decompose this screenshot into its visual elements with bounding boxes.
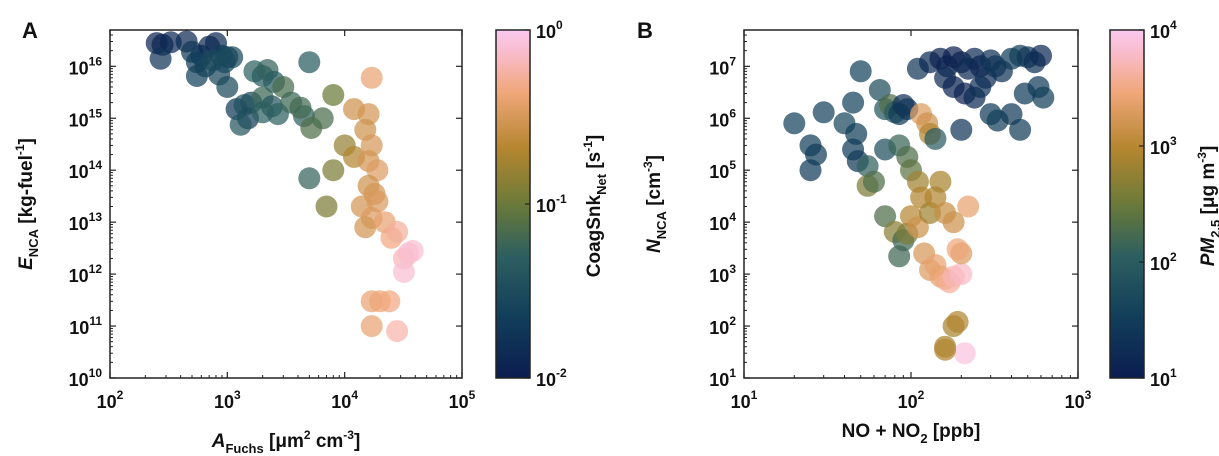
y-tick-label: 103 xyxy=(709,262,736,286)
panel-b-colorbar xyxy=(1109,29,1145,379)
scatter-point xyxy=(354,216,377,239)
colorbar-tick-label: 102 xyxy=(1150,250,1177,274)
panel-a-colorbar xyxy=(495,29,531,379)
y-tick-label: 106 xyxy=(709,106,736,130)
scatter-point xyxy=(946,238,969,261)
scatter-point xyxy=(149,47,172,70)
x-tick-label: 104 xyxy=(331,388,358,412)
scatter-point xyxy=(934,338,957,361)
scatter-point xyxy=(874,205,897,228)
x-tick-label: 105 xyxy=(449,388,476,412)
scatter-point xyxy=(360,315,383,338)
panel-a: A 102 103 104 105 1010101110121013101410151… xyxy=(13,18,609,456)
scatter-point xyxy=(842,91,865,114)
y-tick-label: 1013 xyxy=(69,210,103,234)
scatter-point xyxy=(888,245,911,268)
scatter-point xyxy=(386,220,409,243)
panel-a-x-axis-label: AFuchs [μm2 cm-3] xyxy=(211,428,361,456)
panel-a-points xyxy=(145,30,424,343)
colorbar-tick-label: 10-1 xyxy=(536,192,567,216)
panel-a-y-ticks: 1010 1011 1012 1013 1014 1015 1016 xyxy=(69,34,462,390)
scatter-point xyxy=(233,94,256,116)
scatter-point xyxy=(783,112,806,135)
scatter-point xyxy=(315,195,338,218)
x-tick-label: 102 xyxy=(898,388,925,412)
scatter-point xyxy=(289,96,312,119)
x-tick-label: 102 xyxy=(97,388,124,412)
y-tick-label: 1011 xyxy=(69,314,102,338)
x-tick-label: 103 xyxy=(214,388,241,412)
panel-b-y-axis-label: NNCA [cm-3] xyxy=(641,155,669,253)
panel-b-colorbar-ticks: 101 102 103 104 xyxy=(1139,18,1177,390)
panel-a-colorbar-label: CoagSnkNet [s-1] xyxy=(581,135,609,278)
scatter-point xyxy=(298,51,321,74)
panel-a-x-ticks: 102 103 104 105 xyxy=(97,30,476,412)
panel-b-points xyxy=(783,44,1055,365)
scatter-point xyxy=(953,342,976,365)
panel-a-colorbar-ticks: 10-2 10-1 100 xyxy=(525,18,567,390)
colorbar-tick-label: 103 xyxy=(1150,134,1177,158)
scatter-point xyxy=(1009,118,1032,141)
panel-b: B 101 102 103 101 102 103 104 105 106 107 NO + N… xyxy=(637,18,1219,446)
y-tick-label: 102 xyxy=(709,314,736,338)
y-tick-label: 1010 xyxy=(69,366,103,390)
panel-b-y-ticks: 101 102 103 104 105 106 107 xyxy=(709,34,1078,390)
scatter-point xyxy=(946,310,969,333)
scatter-point xyxy=(849,60,872,83)
panel-a-label: A xyxy=(22,18,38,43)
scatter-point xyxy=(924,127,947,150)
scatter-point xyxy=(392,261,415,283)
scatter-point xyxy=(1032,86,1055,109)
scatter-point xyxy=(378,290,401,313)
scatter-point xyxy=(799,159,822,182)
panel-b-label: B xyxy=(637,18,653,43)
scatter-point xyxy=(229,113,252,136)
scatter-point xyxy=(929,170,952,193)
scatter-point xyxy=(950,118,973,141)
scatter-point xyxy=(386,320,409,343)
y-tick-label: 1014 xyxy=(69,158,103,182)
panel-b-x-axis-label: NO + NO2 [ppb] xyxy=(842,421,981,446)
x-tick-label: 103 xyxy=(1065,388,1092,412)
scatter-point xyxy=(863,170,885,193)
scatter-point xyxy=(251,101,274,124)
scatter-point xyxy=(942,211,965,234)
scatter-point xyxy=(969,76,992,98)
colorbar-tick-label: 104 xyxy=(1150,18,1177,42)
scatter-point xyxy=(950,263,973,286)
y-tick-label: 105 xyxy=(709,158,736,182)
panel-b-plot-frame xyxy=(743,29,1079,379)
x-tick-label: 101 xyxy=(731,388,758,412)
colorbar-tick-label: 100 xyxy=(536,18,563,42)
panel-b-colorbar-label: PM2.5 [μg m-3] xyxy=(1195,146,1219,267)
y-tick-label: 101 xyxy=(709,366,736,390)
panel-b-x-ticks: 101 102 103 xyxy=(731,30,1092,412)
y-tick-label: 1015 xyxy=(69,106,103,130)
scatter-point xyxy=(1013,82,1036,105)
scatter-point xyxy=(216,76,239,98)
scatter-point xyxy=(401,239,424,262)
scatter-point xyxy=(957,195,980,218)
scatter-point xyxy=(185,65,208,87)
y-tick-label: 104 xyxy=(709,210,736,234)
scatter-point xyxy=(298,167,321,190)
scatter-point xyxy=(159,31,182,54)
scatter-point xyxy=(1030,44,1052,67)
scatter-point xyxy=(322,159,345,182)
y-tick-label: 1012 xyxy=(69,262,103,286)
scatter-point xyxy=(366,190,389,213)
scatter-point xyxy=(322,84,345,106)
y-tick-label: 1016 xyxy=(69,54,103,78)
panel-a-y-axis-label: ENCA [kg-fuel-1] xyxy=(13,138,41,270)
scatter-point xyxy=(311,107,334,130)
colorbar-tick-label: 10-2 xyxy=(536,366,567,390)
scatter-point xyxy=(360,66,383,89)
colorbar-tick-label: 101 xyxy=(1150,366,1177,390)
y-tick-label: 107 xyxy=(709,54,736,78)
panel-a-plot-frame xyxy=(109,29,463,379)
scatter-point xyxy=(812,101,835,124)
